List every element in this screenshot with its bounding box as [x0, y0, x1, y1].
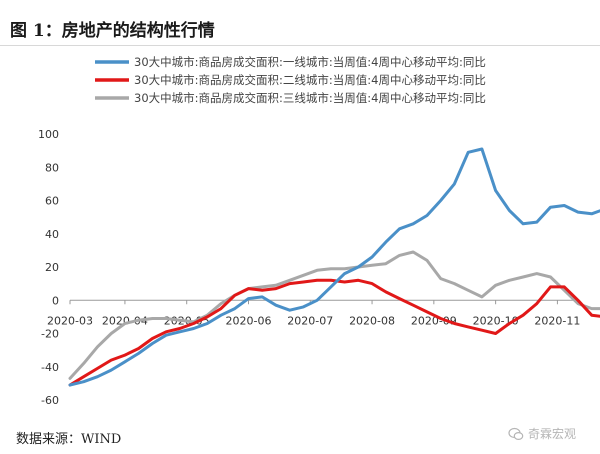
- watermark-text: 奇霖宏观: [527, 427, 576, 441]
- legend-label: 30大中城市:商品房成交面积:二线城市:当周值:4周中心移动平均:同比: [134, 73, 486, 87]
- legend-item: 30大中城市:商品房成交面积:一线城市:当周值:4周中心移动平均:同比: [95, 55, 486, 69]
- y-tick-label: -20: [41, 328, 59, 341]
- x-tick-label: 2020-07: [287, 314, 333, 327]
- y-tick-label: 0: [52, 294, 59, 307]
- watermark: 奇霖宏观: [508, 425, 576, 442]
- series-line: [68, 278, 600, 387]
- legend-label: 30大中城市:商品房成交面积:一线城市:当周值:4周中心移动平均:同比: [134, 55, 486, 69]
- legend-label: 30大中城市:商品房成交面积:三线城市:当周值:4周中心移动平均:同比: [134, 91, 486, 105]
- y-tick-label: -40: [41, 361, 59, 374]
- x-tick-label: 2020-06: [226, 314, 272, 327]
- x-tick-label: 2020-11: [534, 314, 580, 327]
- y-tick-label: -60: [41, 394, 59, 407]
- figure-title: 图 1：房地产的结构性行情: [10, 21, 215, 41]
- x-tick-label: 2020-04: [102, 314, 148, 327]
- y-tick-label: 100: [38, 128, 59, 141]
- legend-item: 30大中城市:商品房成交面积:三线城市:当周值:4周中心移动平均:同比: [95, 91, 486, 105]
- x-tick-label: 2020-08: [349, 314, 395, 327]
- y-axis: 100 80 60 40 20 0 -20 -40 -60: [38, 128, 59, 407]
- title-divider: [0, 45, 600, 46]
- chart-legend: 30大中城市:商品房成交面积:一线城市:当周值:4周中心移动平均:同比 30大中城…: [95, 55, 486, 105]
- x-tick-label: 2020-09: [411, 314, 457, 327]
- legend-item: 30大中城市:商品房成交面积:二线城市:当周值:4周中心移动平均:同比: [95, 73, 486, 87]
- x-tick-label: 2020-03: [47, 314, 93, 327]
- y-tick-label: 60: [45, 195, 59, 208]
- series-line: [68, 147, 600, 387]
- wechat-icon: [508, 427, 524, 440]
- series-line: [68, 250, 600, 380]
- y-tick-label: 40: [45, 228, 59, 241]
- y-tick-label: 20: [45, 261, 59, 274]
- series-lines: [68, 147, 600, 387]
- source-note: 数据来源：WIND: [16, 432, 122, 447]
- y-tick-label: 80: [45, 161, 59, 174]
